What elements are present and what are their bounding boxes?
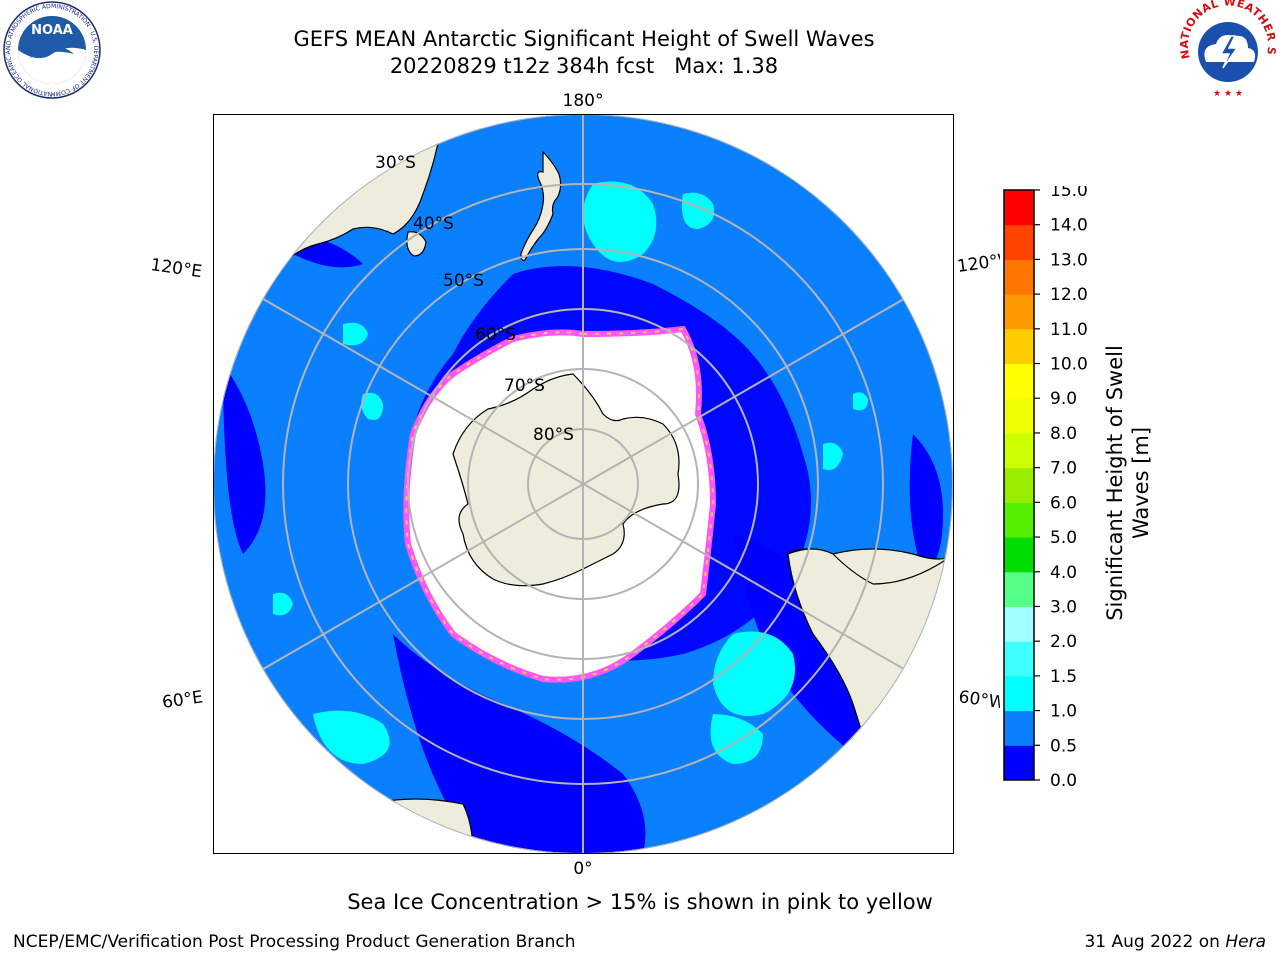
colorbar-segment: [1004, 363, 1034, 399]
graticule: [213, 114, 953, 854]
colorbar-segment: [1004, 294, 1034, 330]
colorbar-tick-label: 0.5: [1050, 736, 1077, 756]
colorbar-tick-label: 11.0: [1050, 320, 1088, 340]
lat-label-50s: 50°S: [443, 271, 484, 291]
nws-logo: NATIONAL WEATHER SERVICE ★ ★ ★: [1176, 0, 1278, 99]
swell-cyan-patches: [273, 181, 868, 764]
colorbar-tick-label: 6.0: [1050, 493, 1077, 513]
colorbar-tick-label: 4.0: [1050, 563, 1077, 583]
lon-label-120w: 120°W: [956, 249, 1000, 277]
colorbar: 0.0 0.5 1.0 1.5 2.0 3.0 4.0 5.0 6.0 7.0 8.0 9.0 10.0…: [1003, 186, 1088, 786]
lon-label-60w: 60°W: [957, 687, 1000, 713]
colorbar-tick-label: 10.0: [1050, 355, 1088, 375]
footer-date-text: 31 Aug 2022 on: [1084, 932, 1226, 952]
lat-label-80s: 80°S: [533, 425, 574, 445]
lat-label-60s: 60°S: [475, 325, 516, 345]
colorbar-tick-label: 5.0: [1050, 528, 1077, 548]
title-line-1: GEFS MEAN Antarctic Significant Height o…: [293, 27, 875, 51]
colorbar-segment: [1004, 745, 1034, 781]
colorbar-segment: [1004, 432, 1034, 469]
colorbar-tick-label: 7.0: [1050, 459, 1077, 479]
lon-label-0: 0°: [573, 859, 592, 879]
colorbar-tick-label: 12.0: [1050, 285, 1088, 305]
svg-text:★ ★ ★: ★ ★ ★: [1213, 89, 1243, 99]
lat-label-30s: 30°S: [375, 153, 416, 173]
colorbar-tick-label: 3.0: [1050, 597, 1077, 617]
colorbar-segment: [1004, 328, 1034, 365]
colorbar-tick-label: 15.0: [1050, 186, 1088, 201]
noaa-logo-text: NOAA: [31, 23, 73, 38]
noaa-logo: NATIONAL OCEANIC AND ATMOSPHERIC ADMINIS…: [0, 0, 101, 99]
colorbar-tick-label: 2.0: [1050, 632, 1077, 652]
colorbar-title: Significant Height of Swell Waves [m]: [1103, 345, 1153, 621]
lat-label-40s: 40°S: [413, 214, 454, 234]
chart-title: GEFS MEAN Antarctic Significant Height o…: [0, 26, 1168, 80]
polar-map: 30°S 40°S 50°S 60°S 70°S 80°S: [213, 114, 954, 854]
colorbar-segment: [1004, 259, 1034, 295]
colorbar-segment: [1004, 224, 1034, 260]
footer-producer: NCEP/EMC/Verification Post Processing Pr…: [13, 932, 576, 952]
lon-label-120e: 120°E: [149, 255, 203, 282]
colorbar-tick-label: 1.5: [1050, 667, 1077, 687]
colorbar-segment: [1004, 710, 1034, 746]
colorbar-segment: [1004, 606, 1034, 642]
longitude-labels: 180° 0° 120°E 120°W 60°E 60°W: [149, 91, 1000, 879]
colorbar-segment: [1004, 467, 1034, 503]
colorbar-title-line-1: Significant Height of Swell: [1103, 345, 1127, 621]
footer-date: 31 Aug 2022 on Hera: [1084, 932, 1266, 952]
colorbar-tick-label: 0.0: [1050, 771, 1077, 786]
colorbar-tick-label: 8.0: [1050, 424, 1077, 444]
colorbar-segment: [1004, 190, 1034, 226]
land-new-zealand: [520, 150, 562, 261]
sea-ice-note: Sea Ice Concentration > 15% is shown in …: [347, 890, 933, 914]
colorbar-tick-label: 13.0: [1050, 250, 1088, 270]
colorbar-tick-label: 1.0: [1050, 702, 1077, 722]
colorbar-segment: [1004, 641, 1034, 677]
footer-machine: Hera: [1225, 932, 1266, 952]
colorbar-segment: [1004, 398, 1034, 434]
colorbar-segment: [1004, 537, 1034, 573]
lon-label-60e: 60°E: [161, 687, 204, 712]
colorbar-tick-label: 14.0: [1050, 216, 1088, 236]
colorbar-segment: [1004, 502, 1034, 538]
colorbar-title-line-2: Waves [m]: [1129, 427, 1153, 539]
colorbar-segment: [1004, 571, 1034, 607]
colorbar-tick-label: 9.0: [1050, 389, 1077, 409]
colorbar-segment: [1004, 675, 1034, 712]
lat-label-70s: 70°S: [504, 376, 545, 396]
title-line-2: 20220829 t12z 384h fcst Max: 1.38: [389, 54, 779, 78]
lon-label-180: 180°: [563, 91, 604, 111]
